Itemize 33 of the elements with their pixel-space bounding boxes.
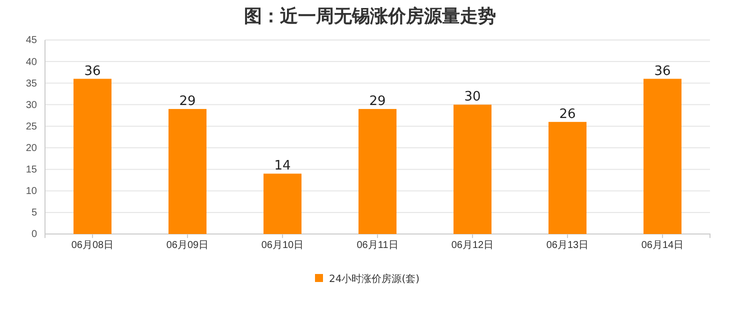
x-tick-label: 06月12日 bbox=[451, 240, 494, 252]
y-tick-label: 35 bbox=[26, 78, 38, 90]
data-label: 36 bbox=[654, 64, 671, 79]
y-tick-label: 10 bbox=[26, 186, 38, 198]
y-tick-label: 20 bbox=[26, 142, 38, 154]
data-label: 26 bbox=[559, 106, 576, 122]
y-tick-label: 25 bbox=[26, 121, 38, 132]
chart-title: 图：近一周无锡涨价房源量走势 bbox=[244, 6, 496, 27]
x-tick-label: 06月10日 bbox=[261, 240, 304, 252]
data-label: 14 bbox=[274, 158, 291, 174]
data-label: 30 bbox=[464, 90, 481, 105]
y-tick-label: 45 bbox=[26, 35, 38, 46]
data-label: 29 bbox=[369, 94, 386, 109]
data-label: 36 bbox=[84, 64, 101, 79]
bar bbox=[644, 78, 682, 234]
data-label: 29 bbox=[179, 94, 196, 109]
bar bbox=[168, 108, 206, 234]
y-tick-label: 0 bbox=[31, 229, 38, 240]
legend-label: 24小时涨价房源(套) bbox=[329, 273, 420, 285]
bar bbox=[454, 104, 492, 234]
x-tick-label: 06月09日 bbox=[166, 240, 209, 252]
y-tick-label: 30 bbox=[26, 100, 38, 111]
bar bbox=[358, 108, 396, 234]
bar bbox=[548, 122, 586, 234]
x-tick-label: 06月14日 bbox=[641, 240, 684, 252]
bar bbox=[74, 78, 112, 234]
y-tick-label: 5 bbox=[31, 208, 38, 219]
bar bbox=[264, 174, 302, 234]
x-tick-label: 06月11日 bbox=[356, 240, 398, 252]
x-tick-label: 06月13日 bbox=[546, 240, 589, 252]
x-tick-label: 06月08日 bbox=[71, 240, 114, 252]
y-tick-label: 40 bbox=[26, 56, 38, 68]
y-tick-label: 15 bbox=[26, 164, 38, 176]
